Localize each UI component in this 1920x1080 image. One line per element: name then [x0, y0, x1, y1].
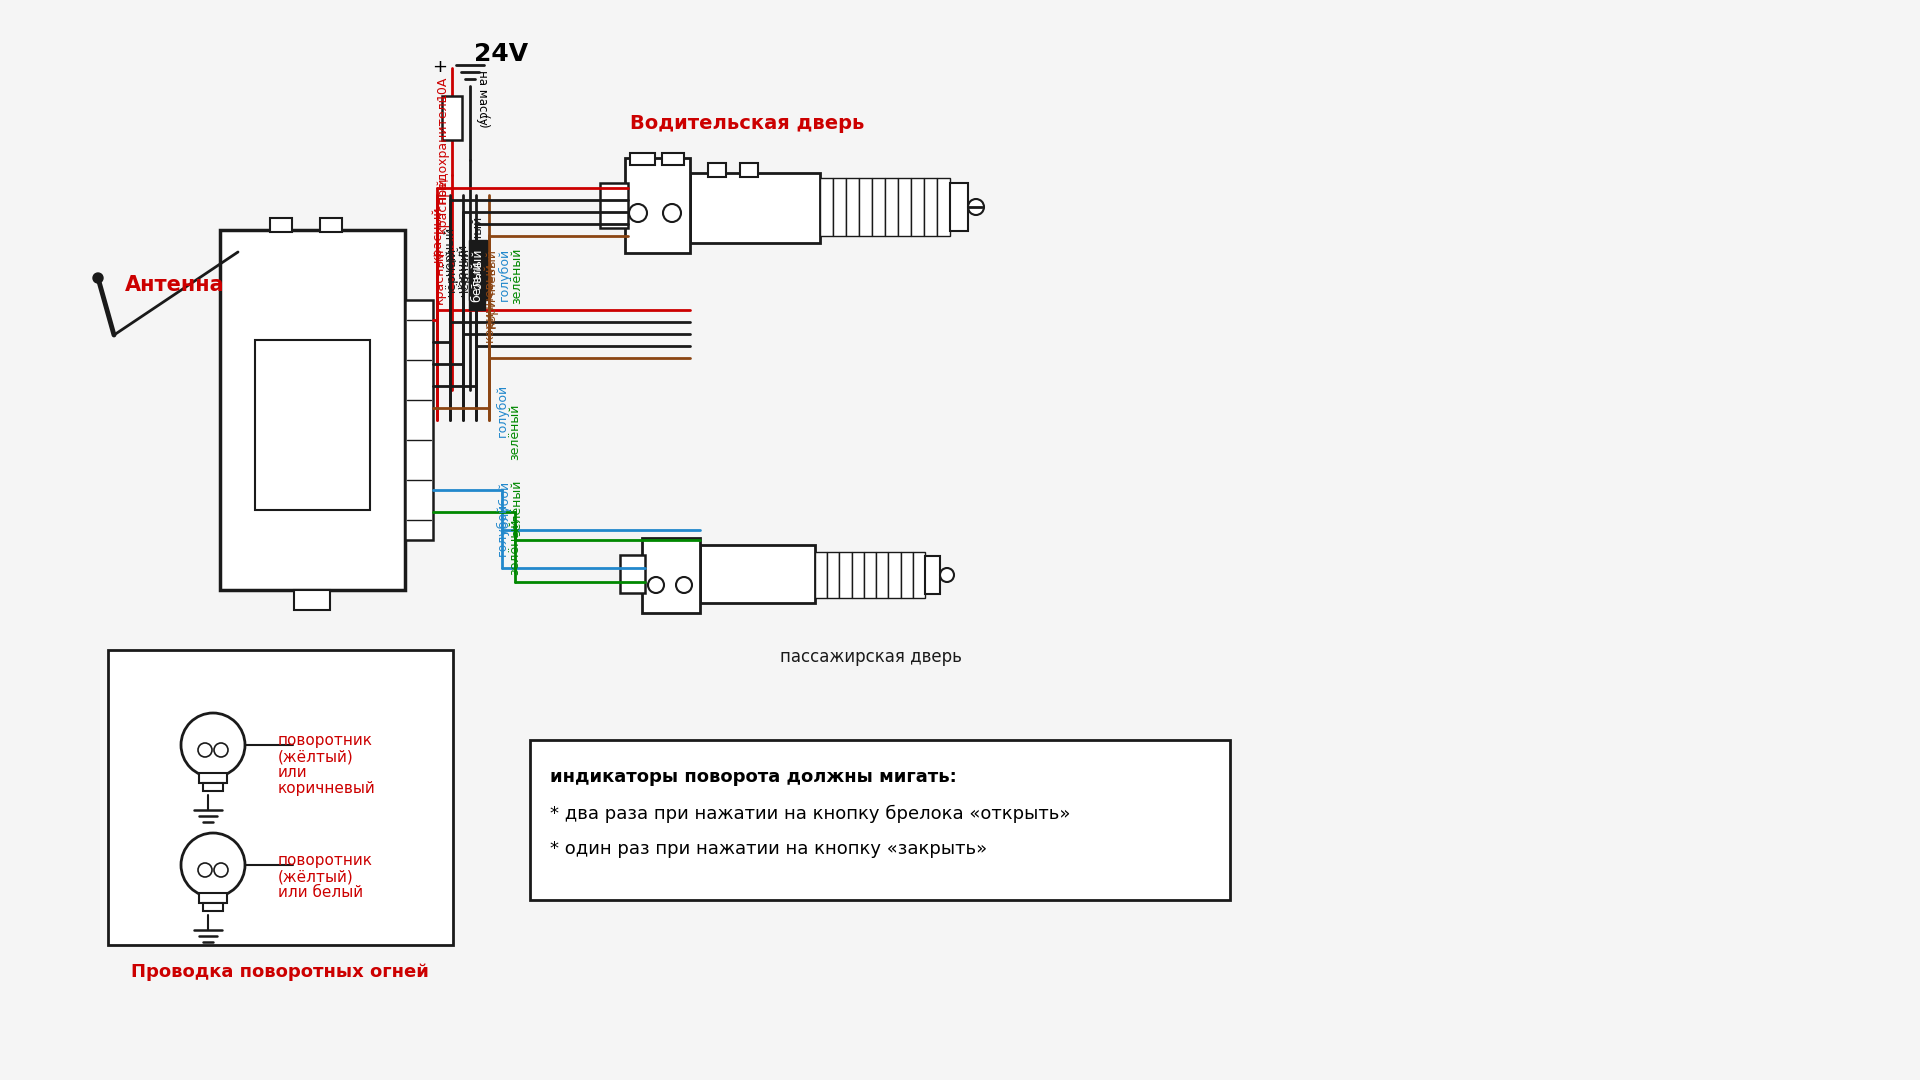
Bar: [950, 183, 968, 231]
Bar: [739, 163, 758, 177]
Bar: [900, 552, 912, 598]
Bar: [200, 773, 227, 783]
Bar: [321, 218, 342, 232]
Text: коричневый: коричневый: [482, 262, 495, 342]
Text: чёрный: чёрный: [444, 227, 457, 275]
Bar: [204, 903, 223, 912]
Bar: [858, 178, 872, 237]
Bar: [847, 178, 858, 237]
Text: на массу: на массу: [476, 70, 490, 125]
Text: голубой: голубой: [497, 480, 511, 534]
Text: 24V: 24V: [474, 42, 528, 66]
Bar: [630, 153, 655, 165]
Bar: [626, 158, 689, 253]
Text: голубой: голубой: [495, 502, 509, 555]
Bar: [255, 340, 371, 510]
Text: Водительская дверь: Водительская дверь: [630, 114, 864, 133]
Bar: [925, 556, 941, 594]
Bar: [200, 893, 227, 903]
Bar: [620, 555, 645, 593]
Bar: [221, 230, 405, 590]
Circle shape: [630, 204, 647, 222]
Text: поворотник: поворотник: [278, 733, 372, 748]
Text: коричневый: коричневый: [278, 781, 376, 796]
Text: 10А: 10А: [436, 76, 449, 100]
Text: красный: красный: [430, 206, 444, 262]
Bar: [899, 178, 910, 237]
Circle shape: [180, 713, 246, 777]
Bar: [108, 650, 453, 945]
Bar: [689, 173, 820, 243]
Text: * один раз при нажатии на кнопку «закрыть»: * один раз при нажатии на кнопку «закрыт…: [549, 840, 987, 858]
Bar: [839, 552, 852, 598]
Text: индикаторы поворота должны мигать:: индикаторы поворота должны мигать:: [549, 768, 956, 786]
Text: Антенна: Антенна: [125, 275, 225, 295]
Bar: [833, 178, 847, 237]
Text: коричневый: коричневый: [484, 248, 497, 328]
Text: или белый: или белый: [278, 885, 363, 900]
Bar: [828, 552, 839, 598]
Text: чёрный: чёрный: [457, 243, 470, 293]
Bar: [405, 300, 434, 540]
Bar: [814, 552, 828, 598]
Bar: [885, 178, 899, 237]
Bar: [442, 96, 463, 140]
Bar: [599, 183, 628, 228]
Bar: [641, 538, 701, 613]
Text: белый: белый: [470, 265, 482, 306]
Text: голубой: голубой: [495, 383, 509, 436]
Bar: [876, 552, 889, 598]
Text: белый: белый: [472, 248, 484, 289]
Text: зелёный: зелёный: [509, 404, 522, 460]
Circle shape: [968, 199, 983, 215]
Bar: [852, 552, 864, 598]
Bar: [910, 178, 924, 237]
Text: красный: красный: [432, 248, 445, 305]
Bar: [271, 218, 292, 232]
Text: зелёный: зелёный: [511, 480, 524, 537]
Bar: [872, 178, 885, 237]
Bar: [924, 178, 937, 237]
Bar: [204, 783, 223, 791]
Bar: [912, 552, 925, 598]
Bar: [468, 255, 486, 310]
Bar: [820, 178, 833, 237]
Circle shape: [662, 204, 682, 222]
Text: голубой: голубой: [497, 248, 511, 301]
Text: чёрный: чёрный: [445, 248, 459, 297]
Bar: [864, 552, 876, 598]
Text: Проводка поворотных огней: Проводка поворотных огней: [131, 963, 428, 981]
Circle shape: [676, 577, 691, 593]
Text: предохранитель: предохранитель: [436, 93, 449, 203]
Bar: [468, 240, 488, 300]
Text: белый: белый: [472, 248, 484, 289]
Text: поворотник: поворотник: [278, 853, 372, 868]
Text: пассажирская дверь: пассажирская дверь: [780, 648, 962, 666]
Bar: [701, 545, 814, 603]
Text: чёрный: чёрный: [472, 215, 484, 265]
Text: чёрный: чёрный: [459, 248, 472, 297]
Circle shape: [941, 568, 954, 582]
Text: (жёлтый): (жёлтый): [278, 869, 353, 885]
Circle shape: [180, 833, 246, 897]
Text: или: или: [278, 765, 307, 780]
Text: * два раза при нажатии на кнопку брелока «открыть»: * два раза при нажатии на кнопку брелока…: [549, 805, 1071, 823]
Text: красный: красный: [436, 177, 449, 233]
Bar: [530, 740, 1231, 900]
Circle shape: [92, 273, 104, 283]
Bar: [662, 153, 684, 165]
Text: +: +: [432, 58, 447, 76]
Text: зелёный: зелёный: [511, 248, 524, 305]
Circle shape: [649, 577, 664, 593]
Bar: [294, 590, 330, 610]
Bar: [937, 178, 950, 237]
Bar: [708, 163, 726, 177]
Text: белый: белый: [470, 260, 484, 301]
Text: (-): (-): [476, 114, 490, 129]
Text: (жёлтый): (жёлтый): [278, 750, 353, 764]
Bar: [889, 552, 900, 598]
Text: зелёный: зелёный: [509, 518, 522, 576]
